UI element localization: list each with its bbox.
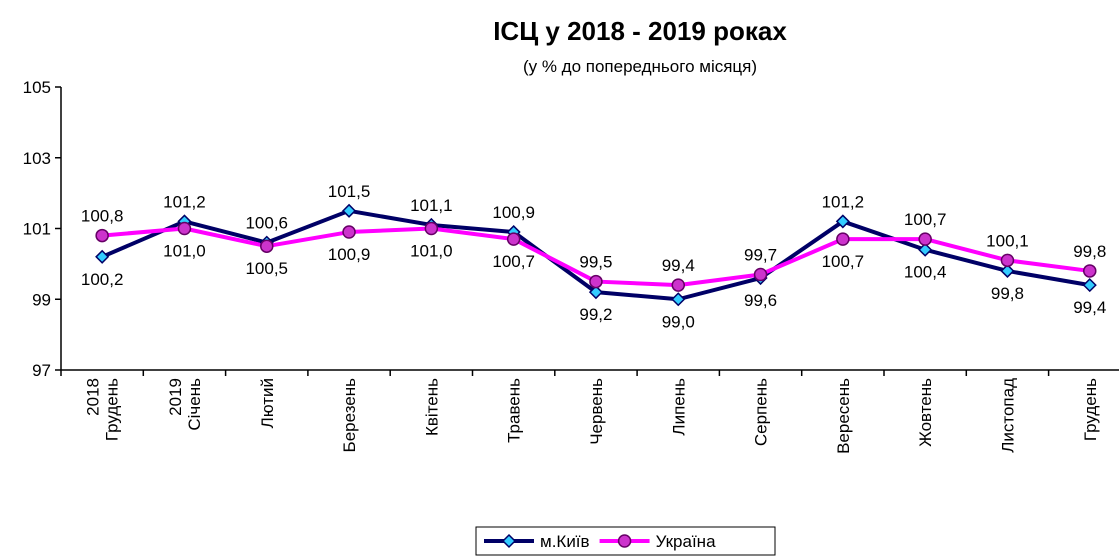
x-tick-group: Червень bbox=[587, 378, 606, 445]
x-tick-group: Серпень bbox=[752, 378, 771, 446]
legend-label: Україна bbox=[656, 532, 716, 551]
legend-marker bbox=[617, 534, 632, 548]
x-tick-label: Вересень bbox=[834, 378, 853, 454]
marker bbox=[589, 274, 603, 289]
x-tick-group: 2019Січень bbox=[166, 378, 204, 431]
x-tick-group: Грудень bbox=[1081, 378, 1100, 441]
data-label: 99,7 bbox=[744, 245, 777, 264]
data-label: 100,5 bbox=[245, 259, 288, 278]
marker bbox=[836, 232, 850, 246]
marker bbox=[918, 242, 933, 257]
marker bbox=[424, 221, 439, 236]
data-label: 100,2 bbox=[81, 270, 124, 289]
y-tick-label: 105 bbox=[23, 78, 51, 97]
data-label: 100,7 bbox=[822, 252, 865, 271]
data-label: 99,0 bbox=[662, 312, 695, 331]
x-tick-group: Травень bbox=[505, 378, 524, 443]
data-label: 100,7 bbox=[492, 252, 535, 271]
marker bbox=[1000, 263, 1015, 279]
x-tick-label: Лютий bbox=[258, 378, 277, 428]
y-tick-label: 99 bbox=[32, 290, 51, 309]
data-label: 99,8 bbox=[1073, 242, 1106, 261]
marker bbox=[506, 232, 521, 246]
data-label: 101,1 bbox=[410, 196, 453, 215]
x-tick-label: Листопад bbox=[998, 378, 1017, 453]
data-label: 100,4 bbox=[904, 263, 947, 282]
data-label: 100,6 bbox=[245, 214, 288, 233]
x-tick-group: Липень bbox=[669, 378, 688, 436]
x-tick-label: Жовтень bbox=[916, 378, 935, 447]
x-tick-group: Квітень bbox=[422, 378, 441, 436]
x-tick-label: Червень bbox=[587, 378, 606, 445]
marker bbox=[95, 249, 110, 264]
marker bbox=[753, 267, 768, 282]
marker bbox=[95, 228, 109, 243]
marker bbox=[1083, 264, 1097, 278]
marker bbox=[588, 285, 604, 300]
marker bbox=[1082, 278, 1097, 293]
data-label: 100,8 bbox=[81, 207, 124, 226]
marker bbox=[918, 232, 932, 246]
chart-subtitle: (у % до попереднього місяця) bbox=[523, 57, 757, 76]
x-tick-label: Грудень bbox=[1081, 378, 1100, 441]
x-tick-group: Березень bbox=[340, 378, 359, 453]
data-label: 100,9 bbox=[492, 203, 535, 222]
marker bbox=[260, 239, 274, 253]
data-label: 100,9 bbox=[328, 245, 371, 264]
x-tick-label: 2019Січень bbox=[166, 378, 204, 431]
chart-title: ІСЦ у 2018 - 2019 роках bbox=[493, 16, 787, 46]
marker bbox=[342, 225, 356, 239]
x-tick-group: Вересень bbox=[834, 378, 853, 454]
x-tick-group: Жовтень bbox=[916, 378, 935, 447]
data-label: 99,2 bbox=[579, 305, 612, 324]
x-tick-label: 2018Грудень bbox=[84, 378, 122, 441]
data-label: 101,0 bbox=[410, 242, 453, 261]
data-label: 101,0 bbox=[163, 242, 206, 261]
data-label: 101,2 bbox=[822, 192, 865, 211]
x-tick-label: Серпень bbox=[752, 378, 771, 446]
data-label: 99,8 bbox=[991, 284, 1024, 303]
y-tick-label: 97 bbox=[32, 361, 51, 380]
data-label: 100,7 bbox=[904, 210, 947, 229]
data-label: 99,4 bbox=[662, 256, 695, 275]
data-label: 101,2 bbox=[163, 192, 206, 211]
marker bbox=[835, 214, 850, 229]
y-tick-label: 103 bbox=[23, 149, 51, 168]
data-label: 99,5 bbox=[579, 253, 612, 272]
x-tick-label: Травень bbox=[505, 378, 524, 443]
data-label: 99,4 bbox=[1073, 298, 1106, 317]
marker bbox=[1000, 253, 1015, 268]
legend-label: м.Київ bbox=[540, 532, 590, 551]
y-tick-label: 101 bbox=[23, 220, 51, 239]
x-tick-group: Листопад bbox=[998, 378, 1017, 453]
data-label: 99,6 bbox=[744, 291, 777, 310]
x-tick-label: Березень bbox=[340, 378, 359, 453]
marker bbox=[671, 292, 686, 307]
x-tick-group: 2018Грудень bbox=[84, 378, 122, 441]
x-tick-label: Квітень bbox=[422, 378, 441, 436]
x-tick-label: Липень bbox=[669, 378, 688, 436]
data-label: 101,5 bbox=[328, 182, 371, 201]
marker bbox=[671, 278, 685, 292]
marker bbox=[341, 203, 357, 218]
marker bbox=[177, 221, 192, 236]
x-tick-group: Лютий bbox=[258, 378, 277, 428]
data-label: 100,1 bbox=[986, 231, 1029, 250]
legend-marker bbox=[501, 533, 517, 549]
